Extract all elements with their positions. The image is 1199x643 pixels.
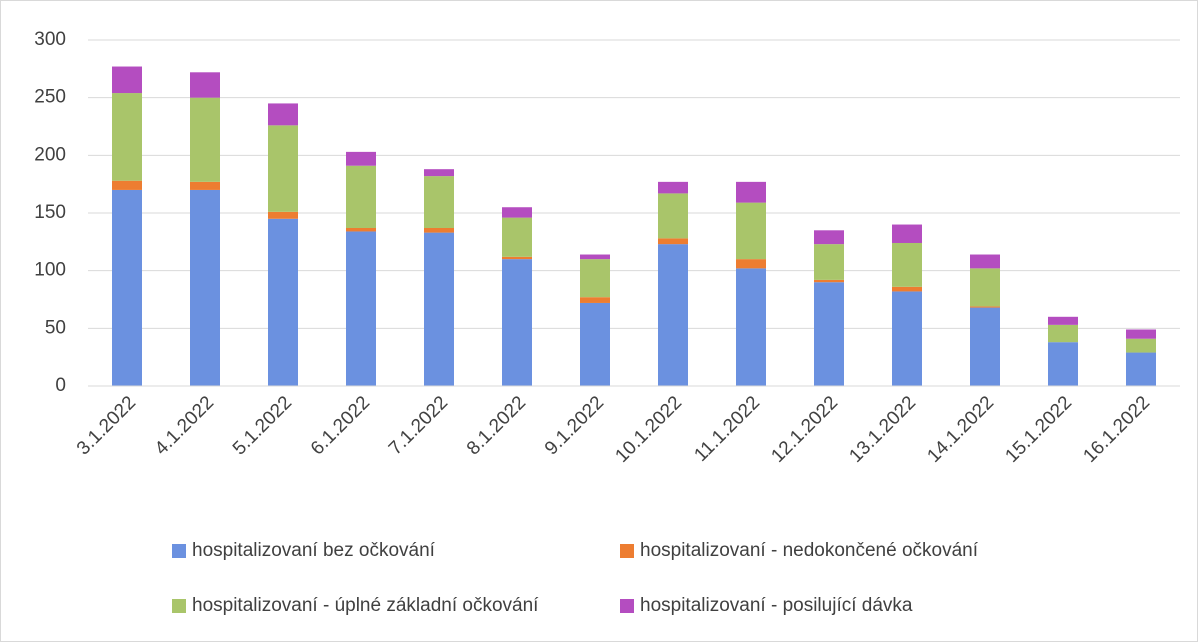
bar-segment (502, 259, 532, 386)
bar-segment (892, 224, 922, 243)
y-tick-label: 100 (34, 260, 66, 281)
bar-segment (268, 211, 298, 219)
bar-segment (1126, 329, 1156, 339)
bar-segment (346, 151, 376, 166)
legend-label: hospitalizovaní bez očkování (192, 540, 436, 561)
legend-label: hospitalizovaní - nedokončené očkování (640, 540, 979, 561)
bar-segment (580, 259, 610, 298)
bar-segment (970, 268, 1000, 307)
bar-segment (580, 302, 610, 386)
bar-segment (190, 189, 220, 386)
legend-label: hospitalizovaní - posilující dávka (640, 595, 913, 616)
bar-segment (580, 254, 610, 260)
bar-segment (346, 227, 376, 232)
bar-segment (970, 306, 1000, 308)
bar-segment (970, 307, 1000, 386)
bar-segment (1126, 352, 1156, 386)
legend-swatch (620, 544, 634, 558)
bar-segment (970, 254, 1000, 269)
bar-segment (658, 238, 688, 245)
legend-swatch (172, 544, 186, 558)
bar-segment (814, 230, 844, 245)
bar-segment (658, 181, 688, 194)
bar-segment (1048, 342, 1078, 386)
bar-segment (268, 103, 298, 126)
bar-segment (502, 217, 532, 257)
bar-segment (190, 97, 220, 182)
bar-segment (112, 189, 142, 386)
bar-segment (112, 180, 142, 190)
bar-segment (892, 286, 922, 292)
bar-segment (580, 297, 610, 303)
y-tick-label: 150 (34, 202, 66, 223)
legend-swatch (620, 599, 634, 613)
legend-swatch (172, 599, 186, 613)
bar-segment (424, 169, 454, 177)
bar-segment (424, 227, 454, 233)
bar-segment (892, 291, 922, 386)
bar-segment (658, 244, 688, 386)
bar-segment (1126, 338, 1156, 353)
bar-segment (502, 207, 532, 218)
bar-segment (346, 231, 376, 386)
bar-segment (424, 176, 454, 228)
y-tick-label: 200 (34, 144, 66, 165)
y-tick-label: 300 (34, 29, 66, 50)
bar-segment (1048, 324, 1078, 343)
bar-segment (736, 268, 766, 386)
bar-segment (190, 72, 220, 98)
bar-segment (346, 165, 376, 228)
y-tick-label: 50 (45, 317, 66, 338)
bar-segment (268, 125, 298, 212)
bar-segment (736, 259, 766, 269)
bar-segment (1048, 316, 1078, 325)
bar-segment (268, 218, 298, 386)
bar-segment (424, 232, 454, 386)
bar-segment (892, 242, 922, 287)
bar-segment (736, 181, 766, 203)
y-tick-label: 250 (34, 87, 66, 108)
bar-segment (112, 93, 142, 181)
bar-segment (502, 256, 532, 260)
bar-segment (190, 181, 220, 190)
y-tick-label: 0 (55, 375, 66, 396)
bar-segment (658, 193, 688, 239)
legend-label: hospitalizovaní - úplné základní očkován… (192, 595, 539, 616)
bar-segment (112, 66, 142, 94)
bar-segment (814, 279, 844, 283)
bar-segment (736, 202, 766, 260)
bar-segment (814, 244, 844, 280)
bar-segment (814, 282, 844, 386)
